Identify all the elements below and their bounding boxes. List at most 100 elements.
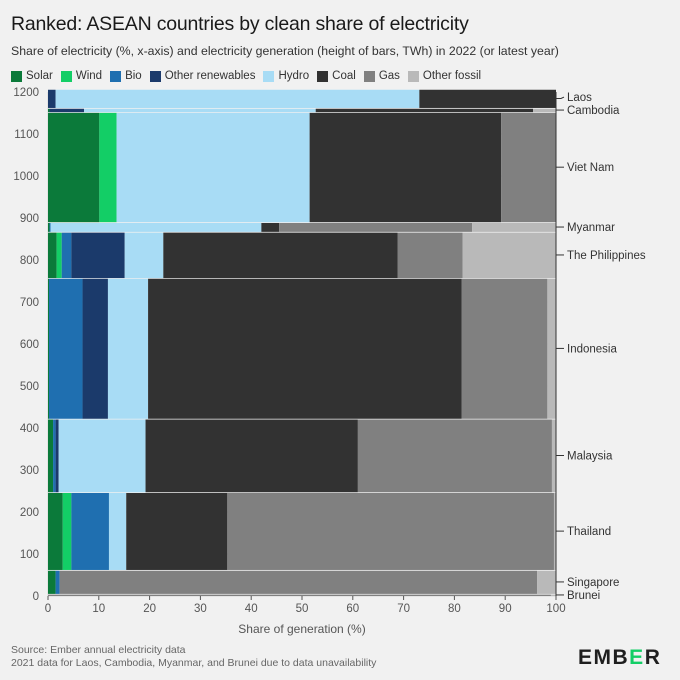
- bar-laos-other-renewables: [48, 89, 56, 108]
- country-label: Cambodia: [567, 105, 620, 117]
- legend-label-wind: Wind: [75, 70, 103, 82]
- bar-viet-nam-solar: [48, 112, 100, 223]
- legend-label-gas: Gas: [378, 70, 400, 82]
- legend-swatch-bio: [110, 70, 122, 82]
- country-label: Singapore: [567, 577, 619, 589]
- bar-thailand-solar: [48, 492, 63, 570]
- legend-item-other-fossil: Other fossil: [407, 70, 481, 82]
- y-tick-label: 500: [20, 381, 39, 393]
- y-tick-label: 0: [33, 591, 39, 603]
- bar-the-philippines-other-renewables: [71, 231, 125, 279]
- legend-swatch-wind: [60, 70, 72, 82]
- bar-cambodia-other-fossil: [533, 107, 556, 113]
- bar-myanmar-bio: [49, 222, 51, 232]
- x-tick-label: 60: [346, 603, 359, 615]
- source-note: Source: Ember annual electricity data: [11, 644, 186, 656]
- chart-subtitle: Share of electricity (%, x-axis) and ele…: [11, 44, 559, 58]
- bar-singapore-gas: [59, 569, 538, 594]
- logo-text-right: R: [644, 646, 662, 669]
- logo-text-left: EMB: [578, 646, 630, 669]
- legend-item-solar: Solar: [11, 70, 53, 82]
- x-tick-label: 10: [92, 603, 105, 615]
- legend-item-wind: Wind: [60, 70, 103, 82]
- bar-singapore-bio: [55, 569, 60, 594]
- bar-laos-coal: [419, 89, 556, 108]
- legend-swatch-other-fossil: [407, 70, 419, 82]
- bar-viet-nam-gas: [501, 112, 556, 223]
- data-note: 2021 data for Laos, Cambodia, Myanmar, a…: [11, 656, 377, 669]
- bar-malaysia-gas: [357, 418, 552, 493]
- bar-viet-nam-hydro: [116, 112, 310, 223]
- bar-myanmar-other-fossil: [472, 222, 556, 232]
- x-tick-label: 0: [45, 603, 51, 615]
- country-leader-line: [556, 96, 565, 100]
- bar-thailand-coal: [126, 492, 228, 570]
- x-axis-title: Share of generation (%): [238, 622, 365, 636]
- bar-viet-nam-wind: [99, 112, 117, 223]
- bar-the-philippines-wind: [56, 231, 62, 279]
- x-tick-label: 70: [397, 603, 410, 615]
- legend-item-coal: Coal: [317, 70, 356, 82]
- bar-malaysia-solar: [48, 418, 54, 493]
- bar-myanmar-hydro: [50, 222, 262, 232]
- y-tick-label: 700: [20, 297, 39, 309]
- y-tick-label: 600: [20, 339, 39, 351]
- bar-cambodia-solar: [48, 107, 50, 113]
- bar-malaysia-coal: [145, 418, 358, 493]
- y-tick-label: 1100: [14, 129, 39, 141]
- y-tick-label: 1000: [13, 171, 39, 183]
- legend-swatch-gas: [363, 70, 375, 82]
- y-tick-label: 100: [20, 549, 39, 561]
- country-label: Laos: [567, 92, 592, 104]
- legend-swatch-hydro: [263, 70, 275, 82]
- x-tick-label: 40: [245, 603, 258, 615]
- legend-label-coal: Coal: [332, 70, 356, 82]
- bar-cambodia-coal: [315, 107, 534, 113]
- legend-label-other-renewables: Other renewables: [164, 70, 256, 82]
- chart-legend: Solar Wind Bio Other renewables Hydro Co…: [11, 69, 489, 83]
- bar-the-philippines-bio: [61, 231, 72, 279]
- bar-malaysia-other-fossil: [551, 418, 556, 493]
- bar-brunei-other-fossil: [550, 593, 556, 596]
- country-label: Myanmar: [567, 222, 615, 234]
- legend-swatch-solar: [11, 70, 22, 82]
- bar-malaysia-other-renewables: [55, 418, 59, 493]
- bar-malaysia-bio: [53, 418, 56, 493]
- legend-item-other-renewables: Other renewables: [149, 70, 256, 82]
- y-tick-label: 400: [20, 423, 39, 435]
- country-label: The Philippines: [567, 250, 646, 262]
- y-tick-label: 1200: [13, 87, 39, 99]
- bar-cambodia-hydro: [84, 107, 316, 113]
- legend-swatch-other-renewables: [149, 70, 161, 82]
- bar-malaysia-hydro: [58, 418, 146, 493]
- bar-singapore-solar: [48, 569, 56, 594]
- bar-laos-hydro: [55, 89, 420, 108]
- x-tick-label: 20: [143, 603, 156, 615]
- country-label: Thailand: [567, 526, 611, 538]
- bar-thailand-other-fossil: [553, 492, 556, 570]
- bar-indonesia-hydro: [107, 278, 149, 419]
- bar-the-philippines-gas: [397, 231, 463, 279]
- legend-item-gas: Gas: [363, 70, 400, 82]
- legend-label-bio: Bio: [125, 70, 142, 82]
- chart-title: Ranked: ASEAN countries by clean share o…: [11, 13, 469, 35]
- legend-label-solar: Solar: [26, 70, 53, 82]
- bar-cambodia-other-renewables: [49, 107, 85, 113]
- footer: Source: Ember annual electricity data 20…: [11, 644, 376, 669]
- bar-thailand-hydro: [108, 492, 127, 570]
- bar-myanmar-solar: [48, 222, 50, 232]
- bar-viet-nam-coal: [309, 112, 502, 223]
- y-tick-label: 900: [20, 213, 39, 225]
- bar-the-philippines-solar: [48, 231, 57, 279]
- y-tick-label: 300: [20, 465, 39, 477]
- ember-logo: EMBER: [578, 646, 661, 670]
- country-label: Malaysia: [567, 451, 613, 463]
- bar-thailand-bio: [71, 492, 109, 570]
- bar-the-philippines-hydro: [124, 231, 164, 279]
- country-label: Indonesia: [567, 343, 617, 355]
- bar-indonesia-coal: [148, 278, 462, 419]
- y-tick-label: 800: [20, 255, 39, 267]
- x-tick-label: 90: [499, 603, 512, 615]
- legend-item-bio: Bio: [110, 70, 142, 82]
